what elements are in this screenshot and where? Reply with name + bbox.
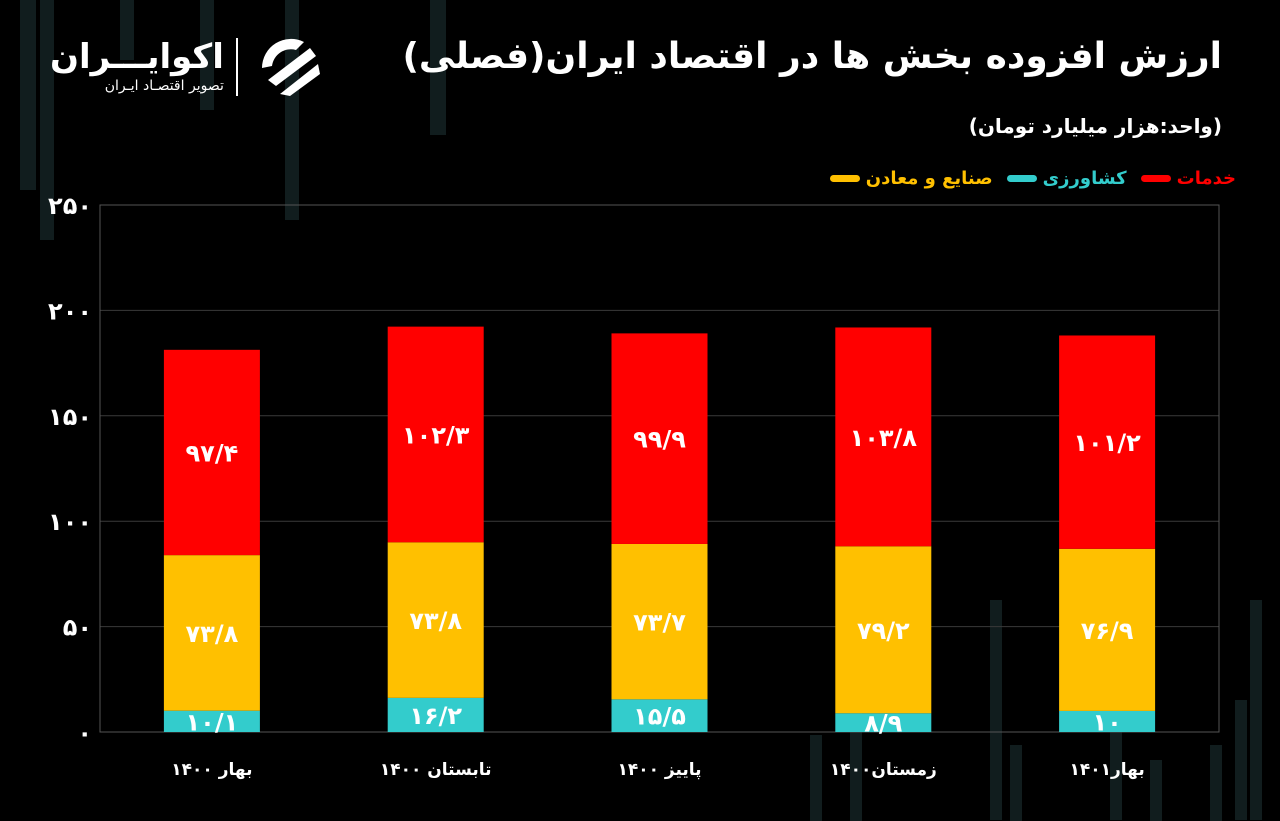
y-tick-label: ۱۰۰ [48, 508, 92, 536]
bar-segment-services [835, 327, 932, 547]
data-label: ۹۹/۹ [633, 426, 686, 454]
bar-segment-industry [163, 555, 260, 711]
legend-label-services: خدمات [1176, 168, 1236, 189]
decor-candle [810, 735, 822, 821]
x-tick-label: زمستان۱۴۰۰ [830, 760, 937, 780]
chart-subtitle: (واحد:هزار میلیارد تومان) [968, 114, 1222, 138]
data-label: ۱۶/۲ [409, 702, 462, 730]
bar-segment-agriculture [611, 699, 708, 732]
legend-item-agriculture: کشاورزی [1006, 168, 1127, 189]
data-label: ۸/۹ [864, 710, 902, 738]
logo-text-block: اکوایـــران تصویر اقتصـاد ایـران [50, 38, 238, 96]
bar-segment-services [163, 349, 260, 556]
y-tick-label: ۱۵۰ [48, 403, 92, 431]
decor-candle [1010, 745, 1022, 821]
decor-candle [120, 0, 134, 60]
decor-candle [1250, 600, 1262, 820]
bar-segment-agriculture [835, 713, 932, 732]
legend-swatch-industry [829, 175, 860, 182]
data-label: ۷۶/۹ [1081, 617, 1134, 645]
legend-swatch-agriculture [1006, 175, 1037, 182]
x-tick-label: تابستان ۱۴۰۰ [380, 760, 492, 780]
y-tick-label: ۵۰ [63, 614, 92, 642]
decor-candle [1235, 700, 1247, 820]
data-label: ۱۰ [1092, 708, 1121, 736]
x-tick-label: بهار۱۴۰۱ [1069, 760, 1144, 780]
logo-name: اکوایـــران [50, 37, 224, 77]
y-tick-label: ۰ [77, 719, 92, 747]
decor-candle [20, 0, 36, 190]
bar-segment-services [611, 333, 708, 544]
data-label: ۱۰۳/۸ [850, 424, 918, 452]
legend-label-agriculture: کشاورزی [1042, 168, 1127, 189]
legend-label-industry: صنایع و معادن [865, 168, 993, 189]
ekoiran-logo-icon [261, 38, 320, 96]
brand-logo: اکوایـــران تصویر اقتصـاد ایـران [50, 30, 328, 104]
data-label: ۱۵/۵ [633, 703, 686, 731]
bar-segment-industry [611, 543, 708, 700]
bar-segment-services [387, 326, 484, 543]
data-label: ۷۳/۸ [186, 620, 239, 648]
legend-item-services: خدمات [1140, 168, 1236, 189]
y-tick-label: ۲۰۰ [48, 297, 92, 325]
chart-title: ارزش افزوده بخش ها در اقتصاد ایران(فصلی) [402, 36, 1222, 77]
data-label: ۷۳/۷ [633, 609, 686, 637]
data-label: ۹۷/۴ [186, 439, 239, 467]
x-tick-label: پاییز ۱۴۰۰ [617, 760, 701, 780]
decor-candle [990, 600, 1002, 820]
decor-candle [200, 0, 214, 110]
chart-legend: صنایع و معادن کشاورزی خدمات [829, 168, 1236, 189]
bar-segment-agriculture [1059, 710, 1156, 732]
bar-segment-industry [387, 542, 484, 698]
logo-tagline: تصویر اقتصـاد ایـران [104, 78, 224, 94]
decor-candle [285, 0, 299, 220]
data-label: ۷۳/۸ [409, 607, 462, 635]
bar-segment-industry [1059, 548, 1156, 711]
decor-candle [430, 0, 446, 135]
legend-item-industry: صنایع و معادن [829, 168, 993, 189]
bar-segment-agriculture [387, 697, 484, 732]
data-label: ۱۰/۱ [186, 708, 239, 736]
legend-swatch-services [1140, 175, 1171, 182]
decor-candle [40, 0, 54, 240]
bar-segment-services [1059, 335, 1156, 549]
data-label: ۷۹/۲ [857, 617, 910, 645]
bar-segment-industry [835, 546, 932, 714]
bar-segment-agriculture [163, 710, 260, 732]
decor-candle [1150, 760, 1162, 821]
data-label: ۱۰۲/۳ [402, 421, 470, 449]
y-tick-label: ۲۵۰ [48, 192, 92, 220]
x-tick-label: بهار ۱۴۰۰ [171, 760, 252, 780]
decor-candle [1210, 745, 1222, 821]
data-label: ۱۰۱/۲ [1073, 429, 1141, 457]
